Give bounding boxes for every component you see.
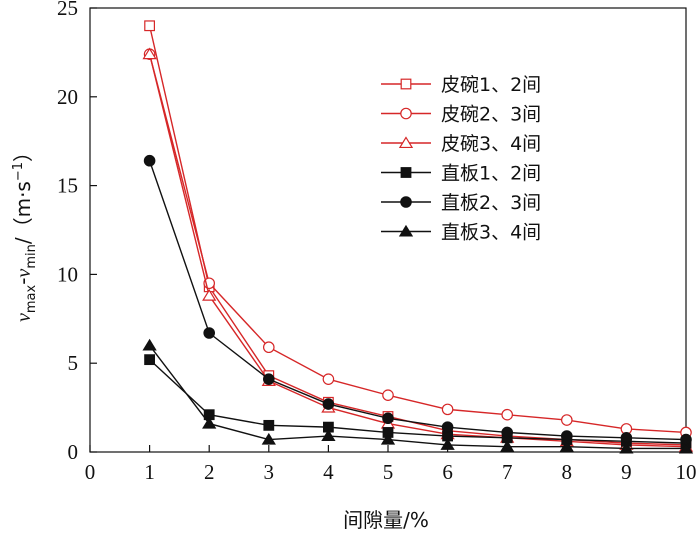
data-point	[144, 354, 156, 366]
data-point	[559, 440, 574, 452]
series-6	[142, 338, 694, 454]
series-line	[148, 54, 687, 448]
legend-marker	[400, 196, 412, 208]
ticks: 0 1 2 3 4 5 6 7 8 9 10 0 5 10 15 20 25	[57, 0, 697, 484]
legend-item: 皮碗2、3间	[381, 104, 541, 126]
data-point	[142, 47, 157, 60]
data-point	[322, 373, 335, 385]
x-tick-label: 9	[621, 460, 632, 484]
y-axis-title-sub1: max	[24, 284, 39, 313]
x-tick-label: 3	[264, 460, 275, 484]
legend-marker	[400, 78, 412, 90]
x-tick-label: 8	[562, 460, 573, 484]
y-axis-title-sup: −1	[11, 162, 26, 181]
data-point	[678, 441, 694, 454]
series-line	[148, 25, 687, 446]
legend-item: 皮碗1、2间	[381, 74, 541, 96]
y-tick-label: 20	[57, 85, 78, 109]
y-axis-title-unit-open: /（m·s	[11, 181, 35, 244]
legend-item: 直板2、3间	[381, 192, 541, 214]
y-tick-label: 5	[68, 351, 79, 375]
data-point	[142, 338, 157, 351]
legend-marker	[400, 167, 412, 178]
data-point	[202, 289, 217, 301]
x-tick-label: 6	[442, 460, 453, 484]
data-point	[501, 408, 513, 421]
data-point	[203, 327, 215, 339]
x-tick-label: 7	[502, 460, 513, 484]
x-tick-label: 2	[204, 460, 215, 484]
series-1	[144, 20, 692, 451]
data-point	[560, 414, 573, 426]
data-point	[261, 432, 276, 445]
y-axis-title-sub2: min	[24, 244, 39, 269]
x-tick-label: 10	[676, 460, 697, 484]
legend-item: 皮碗3、4间	[381, 133, 541, 155]
y-axis-title: vmax-vmin/（m·s−1）	[11, 142, 39, 322]
x-tick-label: 1	[144, 460, 155, 484]
y-axis-title-v1: v	[13, 313, 35, 322]
data-point	[619, 441, 634, 454]
legend-label: 皮碗1、2间	[441, 74, 541, 96]
x-tick-label: 0	[85, 460, 96, 484]
data-point	[382, 412, 394, 425]
data-point	[500, 440, 515, 452]
data-point	[382, 389, 394, 401]
data-point	[262, 341, 275, 354]
data-point	[321, 429, 336, 442]
series-2	[143, 48, 692, 439]
legend-label: 皮碗3、4间	[441, 133, 541, 155]
y-axis-title-minus: -	[11, 278, 35, 285]
x-tick-label: 4	[323, 460, 334, 484]
y-tick-label: 25	[57, 0, 78, 20]
y-tick-label: 10	[57, 262, 78, 286]
series-5	[143, 154, 692, 446]
data-point	[380, 432, 396, 445]
legend-label: 皮碗2、3间	[441, 104, 541, 126]
data-point	[441, 421, 454, 433]
data-point	[144, 20, 156, 32]
series-line	[149, 359, 687, 444]
series-line	[148, 53, 687, 434]
x-axis-title: 间隙量/%	[343, 508, 429, 532]
series-4	[144, 354, 692, 449]
x-tick-label: 5	[383, 460, 394, 484]
legend-marker	[398, 224, 414, 237]
y-axis-title-unit-close: ）	[11, 142, 35, 162]
legend-label: 直板1、2间	[441, 163, 541, 185]
legend-marker	[400, 107, 412, 120]
y-tick-label: 0	[68, 440, 79, 464]
data-point	[440, 438, 455, 450]
data-point	[620, 431, 633, 444]
series-line	[148, 160, 687, 441]
data-point	[441, 403, 454, 416]
legend-label: 直板2、3间	[441, 192, 541, 214]
legend-label: 直板3、4间	[441, 222, 541, 244]
legend-item: 直板3、4间	[381, 222, 541, 244]
data-point	[143, 154, 156, 167]
series-3	[142, 47, 694, 452]
y-tick-label: 15	[57, 174, 78, 198]
legend-item: 直板1、2间	[381, 163, 541, 185]
legend-marker	[398, 136, 414, 149]
data-point	[202, 416, 217, 429]
data-point	[560, 430, 573, 442]
data-point	[322, 398, 335, 410]
y-axis-title-v2: v	[13, 269, 35, 278]
series-line	[149, 345, 686, 450]
data-point	[263, 419, 275, 431]
series-layer	[142, 20, 694, 454]
data-point	[262, 373, 275, 385]
data-point	[501, 426, 513, 439]
